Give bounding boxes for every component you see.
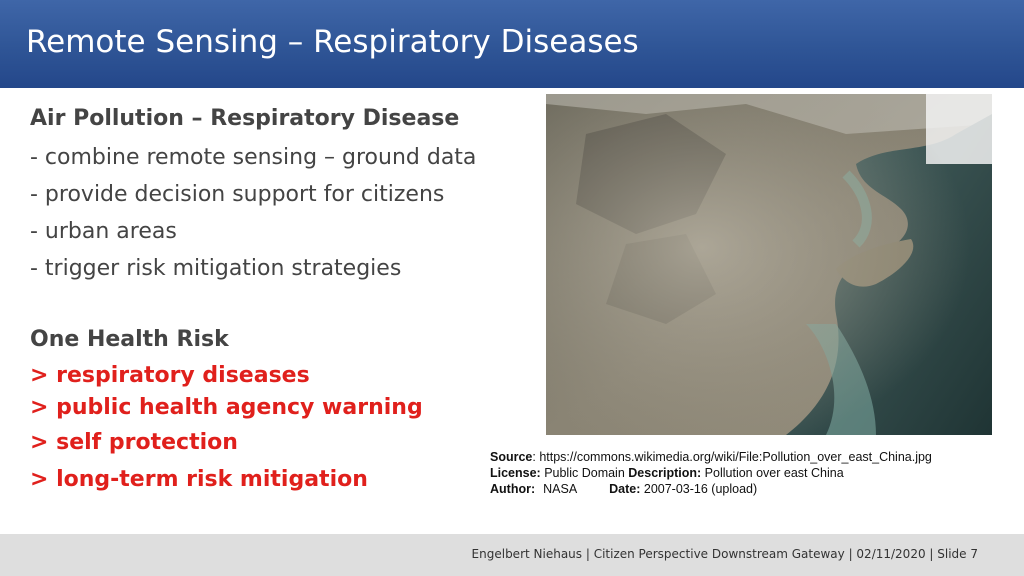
bullet-item: - provide decision support for citizens: [30, 182, 445, 207]
slide-content: Air Pollution – Respiratory Disease - co…: [30, 104, 530, 498]
license-label: License:: [490, 466, 541, 480]
source-url: : https://commons.wikimedia.org/wiki/Fil…: [532, 450, 932, 464]
source-line: Source: https://commons.wikimedia.org/wi…: [490, 449, 1010, 465]
section-heading-air-pollution: Air Pollution – Respiratory Disease: [30, 106, 460, 131]
date-value: 2007-03-16 (upload): [640, 482, 758, 496]
bullet-item: - trigger risk mitigation strategies: [30, 256, 402, 281]
risk-item: > self protection: [30, 430, 238, 455]
satellite-image: [546, 94, 992, 435]
author-label: Author:: [490, 482, 536, 496]
description-label: Description:: [628, 466, 702, 480]
description-value: Pollution over east China: [701, 466, 844, 480]
bullet-item: - combine remote sensing – ground data: [30, 145, 477, 170]
risk-item: > long-term risk mitigation: [30, 467, 368, 492]
bullet-item: - urban areas: [30, 219, 177, 244]
author-line: Author: NASA Date: 2007-03-16 (upload): [490, 481, 1010, 497]
date-label: Date:: [609, 482, 641, 496]
title-bar: Remote Sensing – Respiratory Diseases: [0, 0, 1024, 88]
risk-item: > respiratory diseases: [30, 363, 310, 388]
image-attribution: Source: https://commons.wikimedia.org/wi…: [490, 449, 1010, 497]
section-heading-one-health: One Health Risk: [30, 327, 229, 352]
slide-title: Remote Sensing – Respiratory Diseases: [26, 24, 639, 60]
footer-bar: Engelbert Niehaus | Citizen Perspective …: [0, 534, 1024, 576]
license-line: License: Public Domain Description: Poll…: [490, 465, 1010, 481]
footer-text: Engelbert Niehaus | Citizen Perspective …: [471, 547, 978, 561]
license-value: Public Domain: [540, 466, 629, 480]
satellite-image-graphic: [546, 94, 992, 435]
source-label: Source: [490, 450, 533, 464]
risk-item: > public health agency warning: [30, 395, 423, 420]
author-value: NASA: [543, 482, 578, 496]
